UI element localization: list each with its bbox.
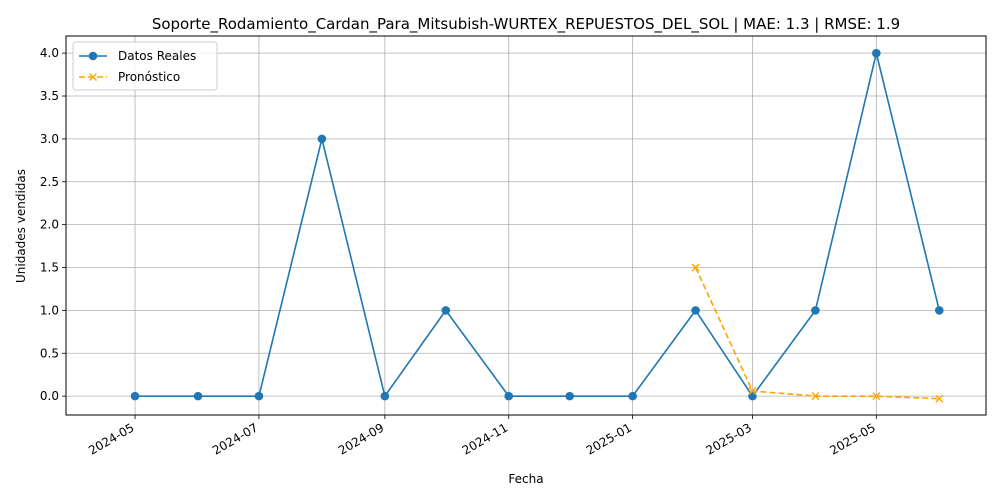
chart-title: Soporte_Rodamiento_Cardan_Para_Mitsubish… xyxy=(152,15,900,34)
data-point-datos-reales xyxy=(441,306,451,315)
series-line-datos-reales xyxy=(135,52,941,397)
y-tick-label: 1.0 xyxy=(40,303,59,317)
legend: Datos Reales Pronóstico xyxy=(72,41,218,91)
y-tick-label: 4.0 xyxy=(40,46,59,60)
data-point-datos-reales xyxy=(193,391,203,401)
data-point-pronostico xyxy=(691,263,700,272)
plot-frame xyxy=(65,35,987,416)
x-axis-title: Fecha xyxy=(508,472,543,486)
data-point-datos-reales xyxy=(317,134,327,144)
y-tick-label: 3.0 xyxy=(40,132,59,146)
data-point-datos-reales xyxy=(565,391,574,401)
data-point-datos-reales xyxy=(504,391,514,401)
y-tick-label: 2.0 xyxy=(40,218,59,232)
legend-label-pronostico: Pronóstico xyxy=(118,70,180,84)
y-tick-label: 0.0 xyxy=(40,389,59,403)
legend-marker-datos-reales xyxy=(88,51,98,61)
grid xyxy=(66,36,986,415)
y-tick-label: 1.5 xyxy=(40,261,59,275)
data-point-datos-reales xyxy=(130,391,140,401)
data-point-datos-reales xyxy=(811,306,820,315)
data-point-datos-reales xyxy=(691,306,700,315)
y-axis-title: Unidades vendidas xyxy=(14,169,28,283)
data-point-datos-reales xyxy=(628,391,637,401)
data-point-datos-reales xyxy=(254,391,264,401)
legend-marker-pronostico xyxy=(89,73,97,81)
data-point-pronostico xyxy=(748,386,757,395)
data-point-pronostico xyxy=(811,392,820,401)
y-tick-label: 2.5 xyxy=(40,175,59,189)
data-point-datos-reales xyxy=(872,48,881,58)
legend-label-datos-reales: Datos Reales xyxy=(118,49,196,63)
legend-box xyxy=(72,41,218,91)
y-tick-label: 0.5 xyxy=(40,346,59,360)
data-point-datos-reales xyxy=(934,306,944,315)
data-point-datos-reales xyxy=(380,391,390,401)
data-point-pronostico xyxy=(872,392,881,401)
y-tick-label: 3.5 xyxy=(40,89,59,103)
data-point-pronostico xyxy=(935,394,944,403)
series-layer xyxy=(130,48,944,403)
